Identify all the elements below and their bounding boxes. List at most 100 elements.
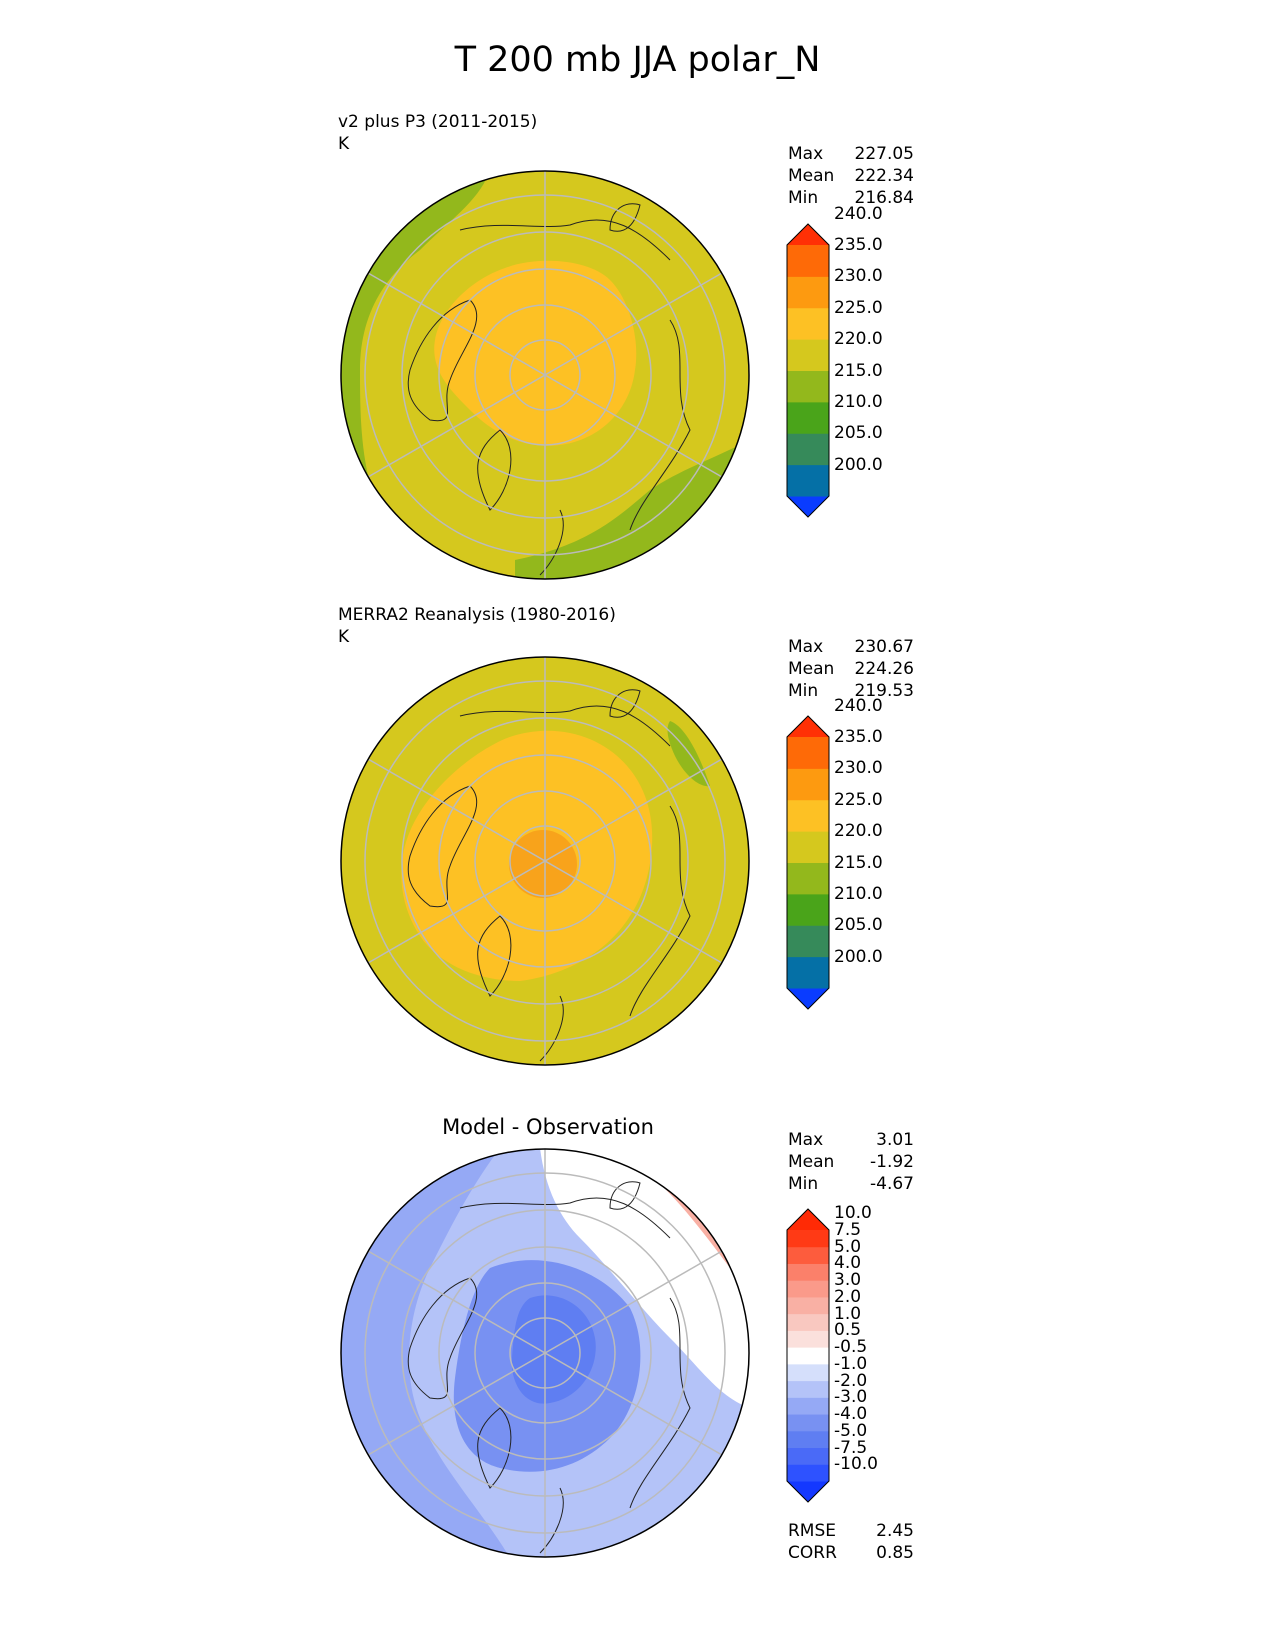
- colorbar2-tick-label: 240.0: [834, 695, 883, 716]
- panel3-min-value: -4.67: [870, 1174, 914, 1194]
- colorbar1-bin: [787, 370, 829, 403]
- colorbar2-tick-label: 220.0: [834, 821, 883, 842]
- panel1-colorbar: [786, 223, 830, 518]
- colorbar2-tick-label: 215.0: [834, 852, 883, 873]
- panel3-band-minus5-minus4: [511, 1295, 596, 1404]
- panel2-map: [340, 656, 750, 1066]
- panel1-max-value: 227.05: [854, 144, 914, 164]
- colorbar1-bin: [787, 339, 829, 371]
- colorbar3-bin: [787, 1296, 829, 1315]
- rmse-value: 2.45: [876, 1521, 914, 1541]
- colorbar1-tick-label: 240.0: [834, 203, 883, 224]
- panel3-subtitle: Model - Observation: [442, 1115, 654, 1139]
- colorbar3-extend-low: [787, 1481, 829, 1502]
- colorbar3-tick-label: -5.0: [834, 1420, 868, 1441]
- panel2-max-label: Max: [788, 637, 824, 657]
- panel3-mean-value: -1.92: [870, 1152, 914, 1172]
- colorbar2-extend-low: [787, 988, 829, 1009]
- colorbar3-bin: [787, 1447, 829, 1465]
- colorbar2-bin: [787, 768, 829, 801]
- figure-title: T 200 mb JJA polar_N: [454, 40, 821, 80]
- colorbar2-extend-high: [787, 716, 829, 737]
- panel1-coastlines: [407, 203, 691, 576]
- corr-value: 0.85: [876, 1543, 914, 1563]
- panel1-min-label: Min: [788, 188, 819, 208]
- colorbar3-bin: [787, 1263, 829, 1281]
- colorbar3-bin: [787, 1230, 829, 1248]
- colorbar1-tick-label: 205.0: [834, 423, 883, 444]
- panel1-units: K: [338, 134, 350, 154]
- panel1-mean-value: 222.34: [854, 166, 914, 186]
- panel1-stats: Max 227.05 Mean 222.34 Min 216.84: [788, 143, 914, 209]
- corr-label: CORR: [788, 1543, 837, 1563]
- colorbar1-tick-label: 230.0: [834, 266, 883, 287]
- colorbar3-bin: [787, 1313, 829, 1331]
- panel1-band-215-220-pacific: [341, 171, 515, 579]
- colorbar2-tick-label: 210.0: [834, 883, 883, 904]
- panel3-map-outline: [340, 1148, 750, 1558]
- panel2-stats: Max 230.67 Mean 224.26 Min 219.53: [788, 636, 914, 702]
- panel2-units: K: [338, 627, 350, 647]
- colorbar3-tick-label: -0.5: [834, 1337, 868, 1358]
- colorbar3-tick-label: -1.0: [834, 1353, 868, 1374]
- colorbar3-tick-label: 0.5: [834, 1320, 862, 1341]
- colorbar3-tick-label: -2.0: [834, 1370, 868, 1391]
- panel3-band-minus3-minus2: [341, 1149, 510, 1557]
- panel3-stats: Max 3.01 Mean -1.92 Min -4.67: [788, 1129, 914, 1195]
- colorbar3-tick-label: -10.0: [834, 1454, 878, 1475]
- colorbar3-tick-label: 1.0: [834, 1303, 862, 1324]
- panel2-min-label: Min: [788, 681, 819, 701]
- colorbar2-tick-label: 225.0: [834, 789, 883, 810]
- panel3-map: [340, 1148, 750, 1558]
- colorbar3-outline: [786, 1208, 830, 1503]
- colorbar2-tick-label: 235.0: [834, 727, 883, 747]
- colorbar1-outline: [786, 223, 830, 518]
- panel2-coastlines: [407, 689, 691, 1062]
- panel2-band-230-235: [509, 830, 577, 898]
- colorbar3-tick-label: 3.0: [834, 1270, 862, 1291]
- colorbar1-extend-low: [787, 496, 829, 517]
- panel2-map-outline: [340, 656, 750, 1066]
- colorbar2-bin: [787, 925, 829, 958]
- colorbar1-tick-label: 220.0: [834, 329, 883, 350]
- colorbar1-bin: [787, 433, 829, 466]
- panel2-max-value: 230.67: [854, 637, 914, 657]
- panel2-colorbar: [786, 715, 830, 1010]
- panel1-map: [340, 170, 750, 580]
- colorbar3-tick-label: -4.0: [834, 1404, 868, 1425]
- panel1-max-label: Max: [788, 144, 824, 164]
- colorbar1-tick-label: 210.0: [834, 391, 883, 412]
- colorbar3-bin: [787, 1397, 829, 1415]
- colorbar2-tick-label: 205.0: [834, 915, 883, 936]
- colorbar3-bin: [787, 1246, 829, 1264]
- colorbar1-bin: [787, 307, 829, 340]
- colorbar1-extend-high: [787, 224, 829, 245]
- colorbar1-tick-label: 225.0: [834, 297, 883, 318]
- colorbar1-tick-label: 235.0: [834, 235, 883, 255]
- colorbar2-bin: [787, 862, 829, 895]
- panel2-min-value: 219.53: [854, 681, 914, 701]
- panel1-graticule: [364, 171, 726, 579]
- colorbar3-tick-label: -7.5: [834, 1437, 868, 1458]
- colorbar3-bin: [787, 1330, 829, 1348]
- panel3-coastlines: [407, 1181, 691, 1554]
- panel3-max-label: Max: [788, 1130, 824, 1150]
- colorbar3-extend-high: [787, 1209, 829, 1230]
- colorbar3-bin: [787, 1380, 829, 1398]
- panel3-mean-label: Mean: [788, 1152, 835, 1172]
- panel1-mean-label: Mean: [788, 166, 835, 186]
- colorbar2-bin: [787, 737, 829, 769]
- colorbar2-outline: [786, 715, 830, 1010]
- colorbar2-bin: [787, 956, 829, 989]
- panel1-map-outline: [340, 170, 750, 580]
- colorbar1-bin: [787, 401, 829, 434]
- panel2-caption-title: MERRA2 Reanalysis (1980-2016): [338, 605, 616, 625]
- colorbar2-tick-label: 230.0: [834, 758, 883, 779]
- panel1-caption-title: v2 plus P3 (2011-2015): [338, 112, 538, 132]
- colorbar1-bin: [787, 245, 829, 277]
- colorbar2-bin: [787, 831, 829, 863]
- colorbar3-tick-label: 5.0: [834, 1236, 862, 1257]
- panel1-band-225-230: [434, 260, 637, 446]
- colorbar2-bin: [787, 799, 829, 832]
- colorbar3-bin: [787, 1464, 829, 1482]
